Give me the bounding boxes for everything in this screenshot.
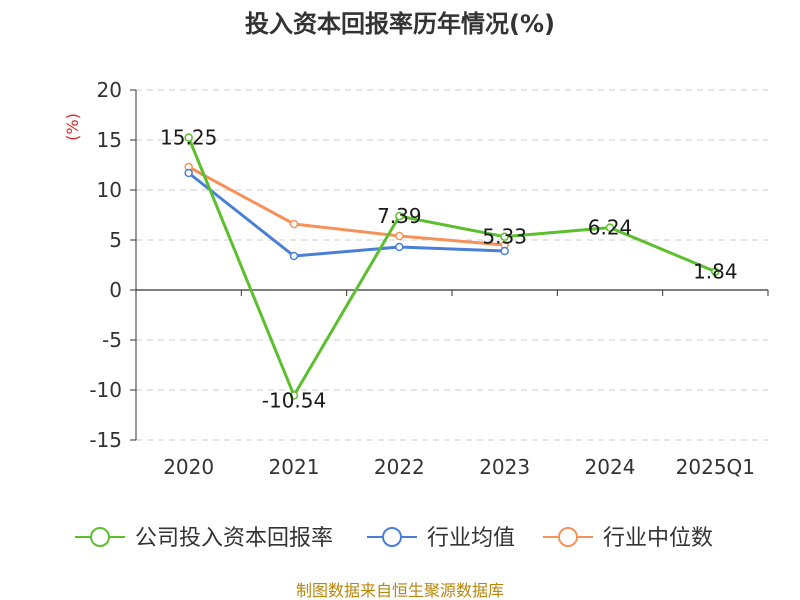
y-tick-label: 5: [109, 228, 122, 252]
y-tick-label: -10: [89, 378, 122, 402]
x-tick-label: 2025Q1: [676, 455, 755, 479]
legend-item: 行业中位数: [543, 526, 713, 551]
axes: [130, 89, 769, 441]
y-tick-label: -15: [89, 428, 122, 452]
legend: 公司投入资本回报率 行业均值 行业中位数: [75, 526, 713, 551]
data-label: 6.24: [588, 216, 633, 240]
source-note: 制图数据来自恒生聚源数据库: [296, 581, 504, 600]
data-point: [395, 211, 404, 221]
y-tick-label: 20: [97, 78, 122, 102]
data-point: [605, 223, 615, 232]
legend-marker-icon: [382, 527, 402, 547]
x-tick-label: 2023: [479, 455, 530, 479]
data-label: -10.54: [262, 388, 326, 412]
y-tick-label: 10: [97, 178, 122, 202]
data-point: [289, 251, 299, 261]
legend-label: 行业均值: [427, 526, 515, 551]
legend-item: 公司投入资本回报率: [75, 526, 333, 551]
data-label: 7.39: [377, 204, 422, 228]
data-label: 5.33: [482, 225, 527, 249]
data-point: [184, 133, 193, 142]
series-line: [187, 136, 716, 397]
y-tick-label: 0: [109, 278, 122, 302]
data-point: [395, 242, 404, 252]
x-tick-label: 2022: [374, 455, 425, 479]
data-label: 1.84: [693, 260, 738, 284]
x-tick-labels: 2020 2021 2022 2023 2024 2025Q1: [163, 455, 755, 479]
series-行业中位数: [184, 162, 509, 250]
series-line: [187, 171, 505, 258]
data-label: 15.25: [160, 126, 217, 150]
data-point: [395, 231, 404, 241]
y-tick-label: -5: [102, 328, 122, 352]
data-point: [711, 267, 720, 276]
series-group: [184, 133, 720, 400]
legend-marker-icon: [558, 527, 578, 547]
x-tick-label: 2024: [585, 455, 636, 479]
series-公司投入资本回报率: [184, 133, 720, 400]
data-labels: 15.25 -10.54 7.39 5.33 6.24 1.84: [160, 126, 738, 413]
data-point: [184, 168, 193, 178]
y-tick-label: 15: [97, 128, 122, 152]
y-axis-label: (%): [63, 113, 82, 141]
legend-label: 公司投入资本回报率: [135, 526, 333, 551]
y-tick-labels: 20 15 10 5 0 -5 -10 -15: [89, 78, 122, 452]
data-point: [289, 219, 299, 229]
legend-item: 行业均值: [367, 526, 515, 551]
chart-title: 投入资本回报率历年情况(%): [245, 10, 555, 38]
x-tick-label: 2021: [269, 455, 320, 479]
legend-marker-icon: [90, 527, 110, 547]
data-point: [289, 391, 299, 400]
series-行业均值: [184, 168, 509, 261]
data-point: [500, 246, 509, 256]
grid-lines: [136, 89, 768, 441]
legend-label: 行业中位数: [603, 526, 713, 551]
series-line: [187, 165, 505, 247]
data-point: [500, 232, 509, 241]
x-tick-label: 2020: [163, 455, 214, 479]
